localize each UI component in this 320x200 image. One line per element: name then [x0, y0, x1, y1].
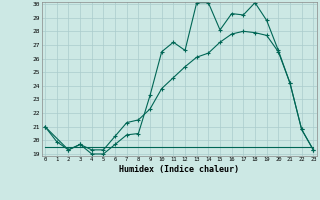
X-axis label: Humidex (Indice chaleur): Humidex (Indice chaleur): [119, 165, 239, 174]
